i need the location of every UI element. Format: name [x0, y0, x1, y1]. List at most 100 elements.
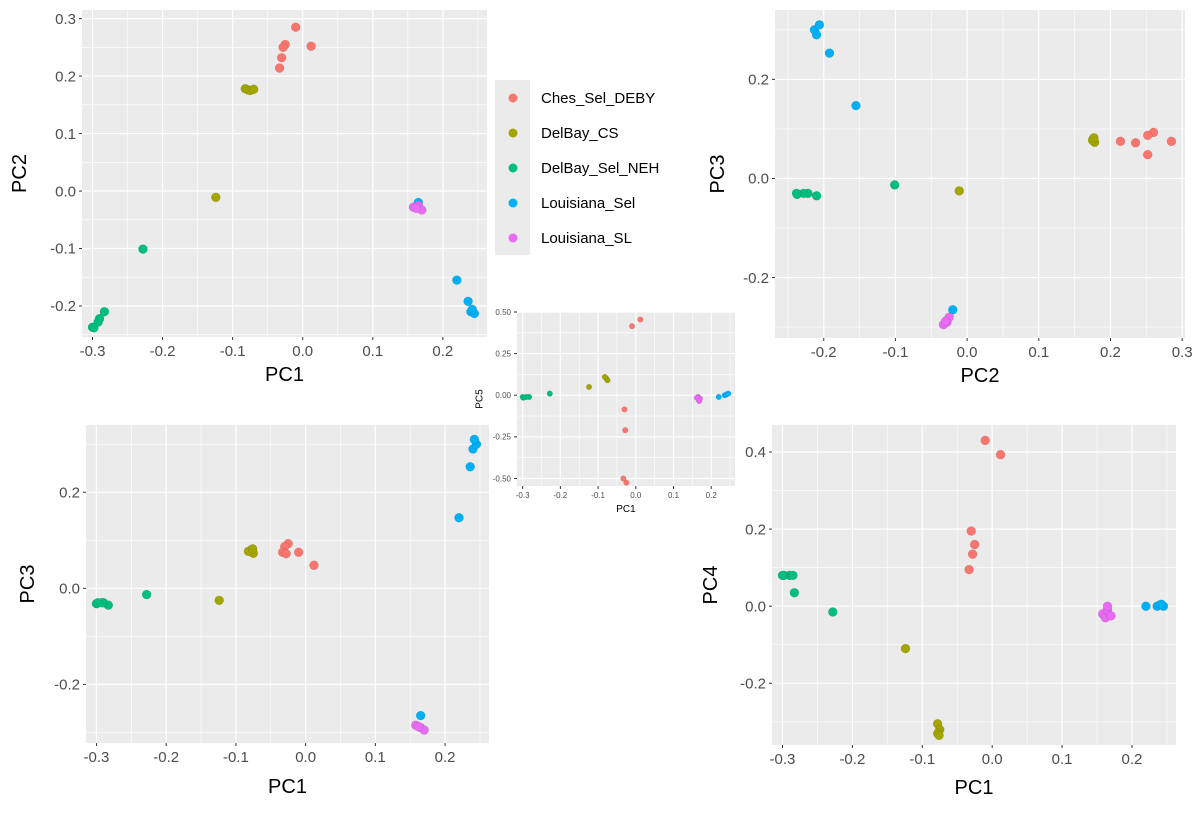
- data-point-ches-sel-deby: [309, 560, 319, 571]
- y-tick-label: -0.2: [50, 298, 76, 315]
- y-axis-title: PC3: [707, 155, 729, 194]
- legend: Ches_Sel_DEBY DelBay_CS DelBay_Sel_NEH Loui…: [495, 80, 659, 255]
- data-point-delbay-cs: [601, 373, 608, 380]
- y-tick-label: 0.50: [495, 308, 511, 317]
- data-point-ches-sel-deby: [964, 564, 974, 575]
- data-point-ches-sel-deby: [1115, 136, 1126, 147]
- x-tick-label: -0.2: [811, 344, 837, 361]
- data-point-louisiana-sl: [1102, 601, 1113, 611]
- data-point-louisiana-sel: [1141, 601, 1151, 611]
- legend-key-louisiana-sl: [508, 233, 518, 243]
- x-tick-label: -0.2: [553, 491, 567, 500]
- x-tick-label: 0.2: [435, 749, 456, 766]
- data-point-louisiana-sel: [851, 100, 861, 111]
- data-point-delbay-cs: [214, 595, 224, 606]
- data-point-ches-sel-deby: [969, 539, 980, 550]
- x-tick-label: 0.2: [432, 343, 453, 360]
- data-point-louisiana-sel: [415, 710, 426, 721]
- x-tick-label: 0.0: [982, 751, 1003, 768]
- plot-background: [82, 10, 487, 337]
- data-point-delbay-sel-neh: [777, 570, 788, 581]
- data-point-delbay-cs: [1089, 133, 1099, 143]
- plot-background: [775, 10, 1185, 338]
- y-tick-label: -0.2: [743, 270, 769, 287]
- x-tick-label: 0.1: [1028, 344, 1049, 361]
- x-tick-label: -0.2: [150, 343, 176, 360]
- panel-pc1-pc5: -0.3 -0.2 -0.1 0.0 0.1 0.2 -0.50 -0.25 0.00 0.25 0…: [475, 308, 735, 515]
- data-point-delbay-sel-neh: [811, 191, 822, 201]
- data-point-ches-sel-deby: [290, 22, 301, 32]
- data-point-delbay-sel-neh: [141, 589, 152, 600]
- data-point-delbay-cs: [934, 730, 944, 741]
- y-tick-label: 0.2: [748, 72, 769, 89]
- data-point-ches-sel-deby: [293, 547, 304, 558]
- data-point-ches-sel-deby: [1142, 149, 1153, 160]
- data-point-ches-sel-deby: [623, 479, 630, 486]
- y-tick-label: 0.2: [745, 521, 766, 538]
- x-tick-label: 0.2: [1100, 344, 1121, 361]
- legend-label: Louisiana_Sel: [541, 195, 635, 212]
- y-tick-label: -0.2: [54, 677, 80, 694]
- y-tick-label: -0.2: [740, 676, 766, 693]
- x-tick-label: -0.1: [223, 749, 249, 766]
- data-point-delbay-sel-neh: [93, 597, 103, 608]
- data-point-delbay-sel-neh: [546, 390, 553, 397]
- panel-pc1-pc4: -0.3 -0.2 -0.1 0.0 0.1 0.2 -0.2 0.0 0.2 0.4 PC1 PC4: [700, 425, 1176, 799]
- y-tick-label: 0.0: [55, 183, 76, 200]
- data-point-ches-sel-deby: [628, 323, 636, 330]
- data-point-louisiana-sl: [696, 398, 703, 405]
- data-point-ches-sel-deby: [622, 427, 629, 434]
- data-point-ches-sel-deby: [278, 42, 288, 53]
- y-tick-label: 0.25: [495, 349, 511, 358]
- x-axis-title: PC1: [265, 364, 304, 386]
- legend-key-louisiana-sel: [508, 198, 518, 208]
- data-point-delbay-cs: [211, 192, 221, 203]
- x-axis-title: PC1: [616, 504, 636, 515]
- y-tick-label: 0.2: [59, 485, 80, 502]
- x-tick-label: 0.0: [957, 344, 978, 361]
- data-point-ches-sel-deby: [1130, 138, 1141, 148]
- panel-pc1-pc3: -0.3 -0.2 -0.1 0.0 0.1 0.2 -0.2 0.0 0.2 PC1 PC3: [17, 425, 489, 798]
- y-axis-title: PC2: [9, 154, 31, 193]
- y-tick-label: 0.0: [748, 171, 769, 188]
- y-tick-label: 0.1: [55, 126, 76, 143]
- data-point-ches-sel-deby: [967, 549, 978, 559]
- plot-background: [772, 425, 1176, 745]
- data-point-louisiana-sel: [454, 512, 464, 523]
- data-point-delbay-sel-neh: [89, 323, 99, 333]
- data-point-louisiana-sl: [940, 316, 951, 326]
- x-tick-label: 0.2: [1122, 751, 1143, 768]
- x-tick-label: 0.1: [362, 343, 383, 360]
- data-point-louisiana-sel: [948, 305, 958, 315]
- legend-key-delbay-sel-neh: [508, 163, 518, 173]
- data-point-ches-sel-deby: [980, 435, 990, 446]
- data-point-ches-sel-deby: [306, 41, 316, 51]
- y-tick-label: -0.1: [50, 241, 76, 258]
- data-point-delbay-sel-neh: [828, 607, 838, 617]
- legend-label: DelBay_CS: [541, 125, 619, 142]
- y-tick-label: 0.3: [55, 11, 76, 28]
- data-point-ches-sel-deby: [281, 548, 291, 559]
- data-point-louisiana-sel: [725, 390, 732, 397]
- y-axis-title: PC3: [17, 565, 39, 604]
- x-tick-label: -0.3: [80, 343, 106, 360]
- y-tick-label: -0.50: [493, 474, 512, 483]
- legend-key-delbay-cs: [508, 128, 518, 138]
- data-point-louisiana-sel: [715, 393, 722, 400]
- x-tick-label: 0.0: [630, 491, 642, 500]
- x-tick-label: -0.1: [909, 751, 935, 768]
- data-point-ches-sel-deby: [276, 52, 287, 63]
- data-point-delbay-sel-neh: [789, 587, 800, 598]
- legend-label: Louisiana_SL: [541, 230, 632, 247]
- x-axis-title: PC1: [268, 776, 307, 798]
- data-point-ches-sel-deby: [995, 449, 1006, 460]
- data-point-delbay-cs: [247, 544, 258, 554]
- legend-label: DelBay_Sel_NEH: [541, 160, 659, 177]
- data-point-delbay-cs: [248, 84, 259, 95]
- y-axis-title: PC5: [475, 389, 486, 409]
- x-tick-label: -0.2: [839, 751, 865, 768]
- y-tick-label: 0.4: [745, 444, 766, 461]
- x-tick-label: 0.1: [365, 749, 386, 766]
- data-point-delbay-cs: [954, 186, 964, 196]
- data-point-louisiana-sl: [1106, 611, 1116, 621]
